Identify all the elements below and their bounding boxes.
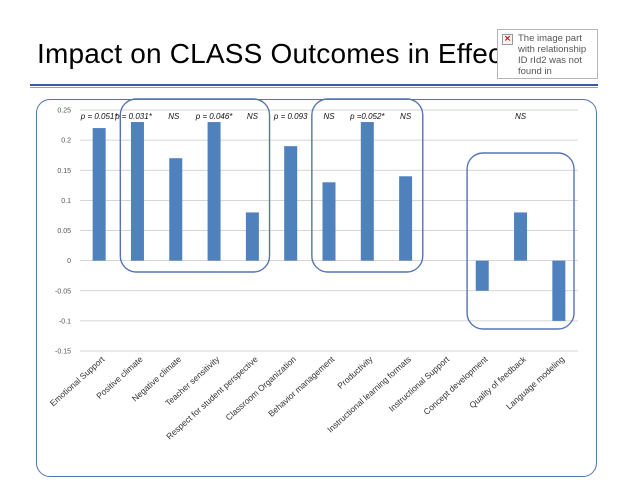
y-tick-label: -0.05 xyxy=(55,288,71,295)
bar xyxy=(552,260,566,321)
y-tick-label: 0 xyxy=(67,258,71,265)
missing-image-message: The image part with relationship ID rId2… xyxy=(518,33,587,77)
highlight-group-box xyxy=(466,152,575,330)
y-tick-label: 0.2 xyxy=(61,138,71,145)
y-tick-label: 0.25 xyxy=(57,108,71,115)
y-tick-label: 0.1 xyxy=(61,198,71,205)
bar xyxy=(130,122,144,261)
significance-annotation: p = 0.051* xyxy=(80,112,119,121)
bar xyxy=(92,128,106,261)
y-tick-label: -0.15 xyxy=(55,349,71,356)
x-category-label: Concept development xyxy=(421,354,490,417)
significance-annotation: p = 0.031* xyxy=(114,112,153,121)
x-category-label: Productivity xyxy=(335,354,375,391)
bar xyxy=(322,182,336,261)
title-divider-thin xyxy=(30,87,598,88)
highlight-group-box xyxy=(119,98,271,273)
significance-annotation: NS xyxy=(168,112,180,121)
missing-image-placeholder: × The image part with relationship ID rI… xyxy=(497,29,598,79)
broken-image-icon: × xyxy=(502,34,513,45)
bar xyxy=(360,122,374,261)
bar xyxy=(207,122,221,261)
significance-annotation: p =0.052* xyxy=(349,112,385,121)
significance-annotation: NS xyxy=(247,112,259,121)
significance-annotation: NS xyxy=(323,112,335,121)
x-category-label: Emotional Support xyxy=(48,354,107,409)
x-category-label: Behavior management xyxy=(266,354,337,419)
significance-annotation: NS xyxy=(400,112,412,121)
slide-title: Impact on CLASS Outcomes in Effect Sizes xyxy=(37,38,588,69)
bar xyxy=(245,212,259,261)
y-tick-label: 0.15 xyxy=(57,168,71,175)
bar xyxy=(284,146,298,261)
bar xyxy=(475,260,489,291)
y-tick-label: -0.1 xyxy=(59,318,71,325)
x-category-label: Classroom Organization xyxy=(224,354,299,423)
highlight-group-box xyxy=(311,98,424,273)
bar xyxy=(169,158,183,261)
bar xyxy=(514,212,528,261)
significance-annotation: NS xyxy=(515,112,527,121)
significance-annotation: p = 0.046* xyxy=(195,112,234,121)
bar xyxy=(399,176,413,261)
chart-frame xyxy=(36,99,597,477)
title-divider xyxy=(30,84,598,86)
significance-annotation: p = 0.093 xyxy=(273,112,308,121)
y-tick-label: 0.05 xyxy=(57,228,71,235)
